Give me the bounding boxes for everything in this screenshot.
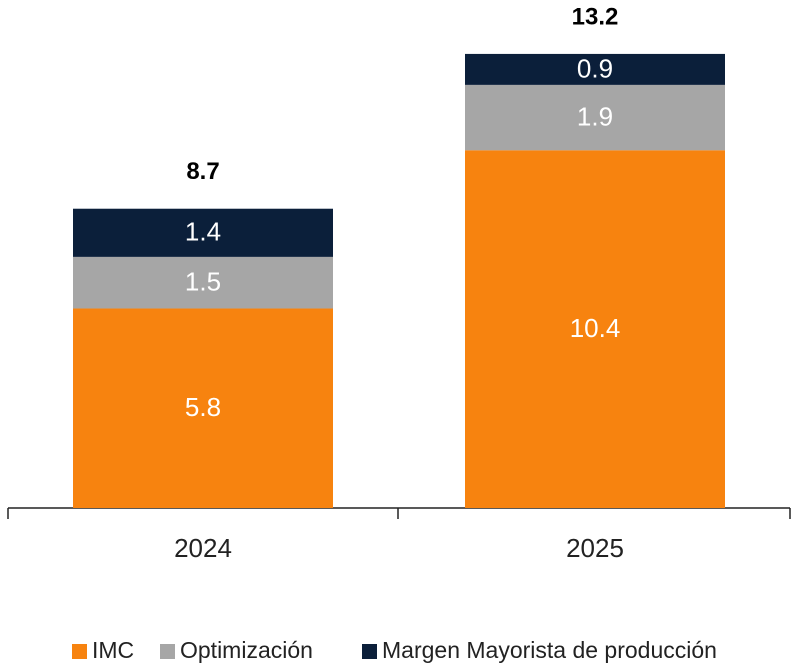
bar-segment — [73, 308, 333, 508]
x-tick-label: 2025 — [566, 533, 624, 563]
legend-swatch — [362, 644, 377, 659]
bar-segment — [465, 84, 725, 151]
value-label: 1.4 — [185, 217, 221, 247]
bar-segment — [73, 208, 333, 257]
legend-swatch — [72, 644, 87, 659]
total-label: 8.7 — [186, 158, 219, 185]
bar-segment — [465, 53, 725, 85]
legend-swatch — [160, 644, 175, 659]
value-label: 1.5 — [185, 267, 221, 297]
value-label: 10.4 — [570, 313, 621, 343]
legend-label: Optimización — [180, 637, 313, 663]
total-label: 13.2 — [572, 3, 619, 30]
bar-segment — [465, 150, 725, 509]
legend-label: Margen Mayorista de producción — [382, 637, 717, 663]
value-label: 0.9 — [577, 53, 613, 83]
bar-segment — [73, 256, 333, 309]
legend-label: IMC — [92, 637, 134, 663]
value-label: 1.9 — [577, 101, 613, 131]
x-tick-label: 2024 — [174, 533, 232, 563]
value-label: 5.8 — [185, 392, 221, 422]
